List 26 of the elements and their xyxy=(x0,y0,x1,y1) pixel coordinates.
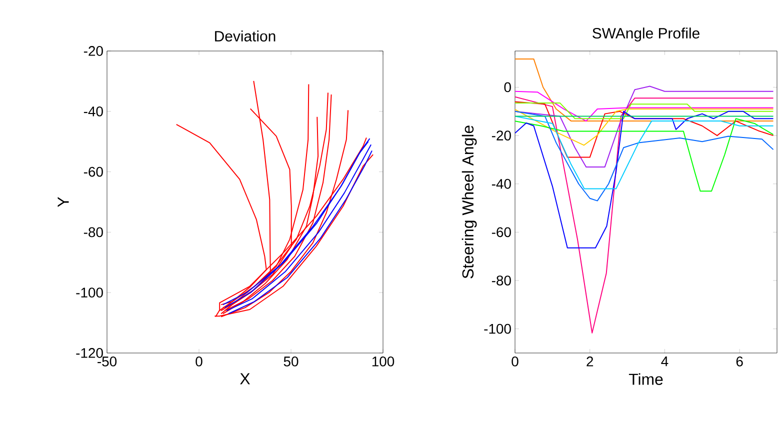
x-tick-label: 0 xyxy=(512,356,518,366)
x-axis-title: X xyxy=(240,373,250,384)
y-tick-label: -80 xyxy=(84,227,103,238)
y-tick-label: -40 xyxy=(84,106,103,116)
y-tick-label: -120 xyxy=(76,348,103,358)
y-tick-label: -100 xyxy=(76,288,103,298)
y-tick-label: 0 xyxy=(504,82,511,92)
chart-title: SWAngle Profile xyxy=(592,28,700,42)
y-tick-label: -80 xyxy=(492,276,511,286)
x-tick-label: -50 xyxy=(98,356,117,366)
y-tick-label: -100 xyxy=(484,324,511,334)
y-tick-label: -40 xyxy=(492,178,511,189)
y-axis-title: Y xyxy=(58,197,69,207)
x-tick-label: 2 xyxy=(586,356,594,366)
x-axis-title: Time xyxy=(628,373,663,385)
chart-title: Deviation xyxy=(215,30,276,42)
y-tick-label: -60 xyxy=(492,227,511,238)
y-tick-label: -20 xyxy=(492,130,511,140)
y-tick-label: -20 xyxy=(84,46,103,56)
y-axis-title: Steering Wheel Angle xyxy=(462,126,477,278)
x-tick-label: 50 xyxy=(284,356,298,366)
y-tick-label: -60 xyxy=(84,166,103,177)
x-tick-label: 0 xyxy=(196,356,202,366)
x-tick-label: 4 xyxy=(661,356,668,366)
x-tick-label: 6 xyxy=(736,356,743,366)
x-tick-label: 100 xyxy=(372,356,394,366)
